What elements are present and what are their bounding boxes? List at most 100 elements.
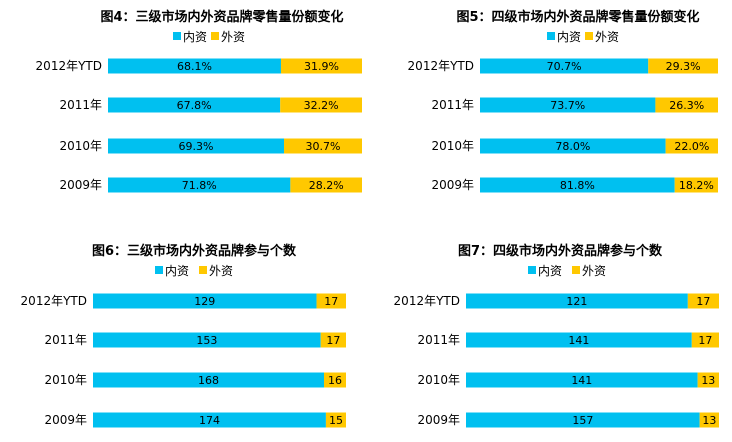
data-label: 26.3% <box>669 99 704 112</box>
data-label: 121 <box>566 295 587 308</box>
data-label: 70.7% <box>547 60 582 73</box>
data-label: 16 <box>328 374 342 387</box>
bar-segment-domestic <box>480 138 666 154</box>
category-label: 2009年 <box>59 178 102 192</box>
bar-segment-domestic <box>466 412 700 428</box>
data-label: 129 <box>194 295 215 308</box>
bar-segment-domestic <box>93 332 321 348</box>
chart-fig5: 图5：四级市场内外资品牌零售量份额变化 内资 外资 2012年YTD 70.7% 2… <box>408 9 718 193</box>
bar-segment-foreign <box>324 372 346 388</box>
bar-segment-domestic <box>93 372 324 388</box>
chart-title: 图6：三级市场内外资品牌参与个数 <box>92 243 297 259</box>
bar-segment-domestic <box>466 332 692 348</box>
category-label: 2011年 <box>417 333 460 347</box>
legend-label-foreign: 外资 <box>582 264 606 278</box>
data-label: 78.0% <box>555 140 590 153</box>
bar-segment-foreign <box>691 332 719 348</box>
data-label: 17 <box>326 334 340 347</box>
bar-segment-foreign <box>697 372 719 388</box>
data-label: 17 <box>698 334 712 347</box>
bar-segment-foreign <box>665 138 718 154</box>
bar-segment-domestic <box>480 177 675 193</box>
bar-segment-domestic <box>108 97 281 113</box>
chart-panel-fig4: 图4：三级市场内外资品牌零售量份额变化 内资 外资 2012年YTD 68.1% 3… <box>0 0 366 221</box>
legend-swatch-domestic <box>547 32 555 40</box>
data-label: 17 <box>324 295 338 308</box>
chart-panel-fig7: 图7：四级市场内外资品牌参与个数 内资 外资 2012年YTD 121 17 2011… <box>366 221 732 442</box>
bar-segment-foreign <box>280 97 362 113</box>
chart-bars: 2012年YTD 129 17 2011年 153 17 2010年 168 16 2009年 17… <box>21 293 346 428</box>
category-label: 2010年 <box>44 373 87 387</box>
chart-fig6: 图6：三级市场内外资品牌参与个数 内资 外资 2012年YTD 129 17 2011… <box>21 243 346 428</box>
legend-swatch-foreign <box>199 266 207 274</box>
data-label: 13 <box>701 374 715 387</box>
legend-swatch-domestic <box>173 32 181 40</box>
legend-label-foreign: 外资 <box>209 264 233 278</box>
data-label: 22.0% <box>674 140 709 153</box>
data-label: 168 <box>198 374 219 387</box>
category-label: 2011年 <box>431 98 474 112</box>
chart-bars: 2012年YTD 70.7% 29.3% 2011年 73.7% 26.3% 2010年 78… <box>408 58 718 193</box>
bar-segment-foreign <box>284 138 362 154</box>
legend-swatch-foreign <box>211 32 219 40</box>
data-label: 67.8% <box>177 99 212 112</box>
legend-swatch-foreign <box>572 266 580 274</box>
data-label: 15 <box>329 414 343 427</box>
bar-segment-domestic <box>480 97 656 113</box>
data-label: 174 <box>199 414 220 427</box>
chart-panel-fig6: 图6：三级市场内外资品牌参与个数 内资 外资 2012年YTD 129 17 2011… <box>0 221 366 442</box>
bar-segment-domestic <box>108 58 281 74</box>
category-label: 2010年 <box>431 139 474 153</box>
data-label: 30.7% <box>306 140 341 153</box>
category-label: 2012年YTD <box>21 294 87 308</box>
bar-segment-domestic <box>93 293 317 309</box>
bar-segment-foreign <box>699 412 719 428</box>
chart-title: 图4：三级市场内外资品牌零售量份额变化 <box>100 9 343 25</box>
bar-segment-domestic <box>480 58 649 74</box>
legend-swatch-domestic <box>528 266 536 274</box>
data-label: 28.2% <box>309 179 344 192</box>
data-label: 141 <box>568 334 589 347</box>
category-label: 2010年 <box>417 373 460 387</box>
category-label: 2011年 <box>59 98 102 112</box>
bar-segment-foreign <box>325 412 346 428</box>
category-label: 2012年YTD <box>408 59 474 73</box>
legend-label-domestic: 内资 <box>538 264 562 278</box>
data-label: 13 <box>702 414 716 427</box>
legend-label-domestic: 内资 <box>183 30 207 44</box>
category-label: 2009年 <box>417 413 460 427</box>
bar-segment-foreign <box>655 97 718 113</box>
bar-segment-foreign <box>648 58 718 74</box>
data-label: 81.8% <box>560 179 595 192</box>
category-label: 2009年 <box>44 413 87 427</box>
chart-bars: 2012年YTD 121 17 2011年 141 17 2010年 141 13 2009年 15… <box>394 293 719 428</box>
data-label: 68.1% <box>177 60 212 73</box>
chart-panel-fig5: 图5：四级市场内外资品牌零售量份额变化 内资 外资 2012年YTD 70.7% 2… <box>366 0 732 221</box>
bar-segment-foreign <box>280 58 362 74</box>
legend-label-foreign: 外资 <box>221 30 245 44</box>
chart-fig7: 图7：四级市场内外资品牌参与个数 内资 外资 2012年YTD 121 17 2011… <box>394 243 719 428</box>
category-label: 2012年YTD <box>394 294 460 308</box>
data-label: 17 <box>696 295 710 308</box>
category-label: 2010年 <box>59 139 102 153</box>
legend-swatch-foreign <box>585 32 593 40</box>
bar-segment-foreign <box>320 332 346 348</box>
chart-fig4: 图4：三级市场内外资品牌零售量份额变化 内资 外资 2012年YTD 68.1% 3… <box>36 9 362 193</box>
category-label: 2009年 <box>431 178 474 192</box>
bar-segment-foreign <box>290 177 362 193</box>
data-label: 157 <box>572 414 593 427</box>
legend-label-domestic: 内资 <box>557 30 581 44</box>
bar-segment-domestic <box>466 372 698 388</box>
legend-label-foreign: 外资 <box>595 30 619 44</box>
data-label: 69.3% <box>179 140 214 153</box>
bar-segment-foreign <box>687 293 719 309</box>
legend-label-domestic: 内资 <box>165 264 189 278</box>
bar-segment-foreign <box>674 177 718 193</box>
chart-title: 图7：四级市场内外资品牌参与个数 <box>458 243 663 259</box>
category-label: 2012年YTD <box>36 59 102 73</box>
bar-segment-foreign <box>316 293 346 309</box>
data-label: 32.2% <box>304 99 339 112</box>
data-label: 73.7% <box>550 99 585 112</box>
bar-segment-domestic <box>108 138 285 154</box>
category-label: 2011年 <box>44 333 87 347</box>
